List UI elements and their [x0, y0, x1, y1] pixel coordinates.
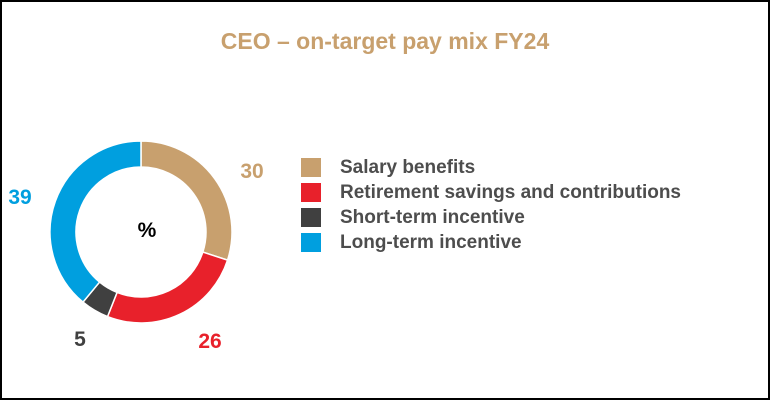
- donut-slice-2: [106, 251, 229, 324]
- data-label-1: 30: [240, 160, 263, 183]
- legend-item: Short-term incentive: [301, 205, 681, 230]
- legend-label: Short-term incentive: [340, 206, 525, 228]
- data-label-3: 5: [74, 328, 86, 351]
- legend-item: Long-term incentive: [301, 230, 681, 255]
- legend-label: Retirement savings and contributions: [340, 181, 681, 203]
- legend-swatch: [301, 208, 321, 227]
- data-label-2: 26: [198, 330, 221, 353]
- donut-slice-4: [49, 140, 142, 304]
- legend-swatch: [301, 233, 321, 252]
- legend-item: Retirement savings and contributions: [301, 180, 681, 205]
- legend-swatch: [301, 158, 321, 177]
- center-label: %: [138, 219, 157, 242]
- legend-label: Long-term incentive: [340, 231, 522, 253]
- donut-slice-1: [140, 140, 233, 262]
- data-label-4: 39: [8, 186, 31, 209]
- legend-item: Salary benefits: [301, 155, 681, 180]
- legend-swatch: [301, 183, 321, 202]
- chart-title: CEO – on-target pay mix FY24: [220, 28, 550, 54]
- legend-label: Salary benefits: [340, 156, 476, 178]
- chart-legend: Salary benefits Retirement savings and co…: [301, 155, 681, 255]
